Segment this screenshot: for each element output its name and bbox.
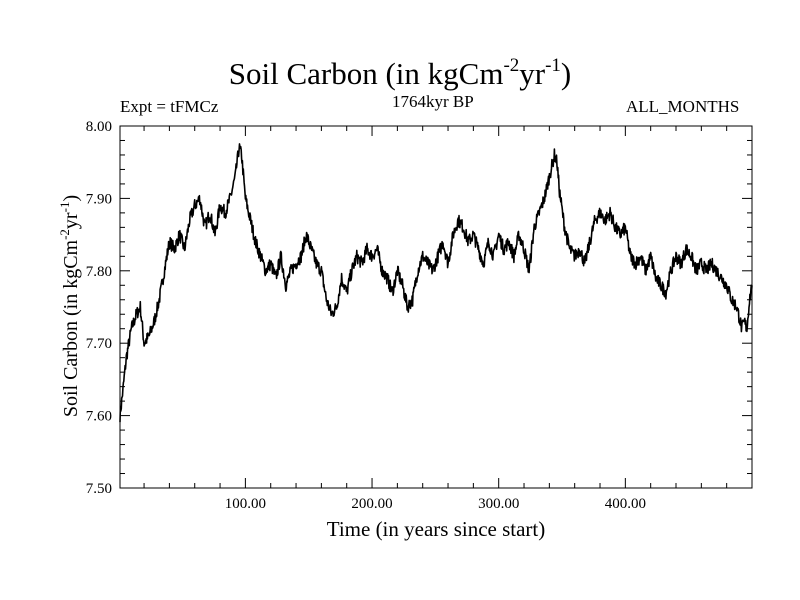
x-axis-label: Time (in years since start)	[326, 517, 546, 541]
series-group	[119, 143, 753, 423]
axis-ticks	[120, 126, 752, 488]
y-tick-label: 7.80	[86, 264, 112, 280]
chart-title-exponent-1: -2	[503, 55, 520, 76]
y-tick-label: 7.60	[86, 409, 112, 425]
chart-title-end: )	[560, 56, 572, 91]
x-tick-label: 200.00	[351, 496, 392, 512]
chart-subtitle: 1764kyr BP	[392, 92, 474, 111]
experiment-label: Expt = tFMCz	[120, 97, 219, 116]
y-tick-label: 7.90	[86, 191, 112, 207]
series-line	[119, 143, 753, 423]
y-tick-label: 7.70	[86, 336, 112, 352]
y-tick-label: 7.50	[86, 481, 112, 497]
x-tick-label: 300.00	[478, 496, 519, 512]
chart-title-exponent-2: -1	[545, 55, 561, 76]
x-tick-label: 100.00	[225, 496, 266, 512]
x-tick-label: 400.00	[605, 496, 646, 512]
y-tick-label: 8.00	[86, 119, 112, 135]
plot-frame	[119, 125, 753, 489]
months-label: ALL_MONTHS	[626, 97, 740, 116]
chart-title-unit-yr: yr	[519, 56, 546, 91]
chart-title: Soil Carbon (in kgCm-2yr-1)	[0, 56, 800, 92]
tick-labels: 100.00 200.00 300.00 400.00 7.50 7.60 7.70 7.80…	[86, 119, 646, 512]
chart-title-main: Soil Carbon (in kgCm	[228, 56, 504, 91]
